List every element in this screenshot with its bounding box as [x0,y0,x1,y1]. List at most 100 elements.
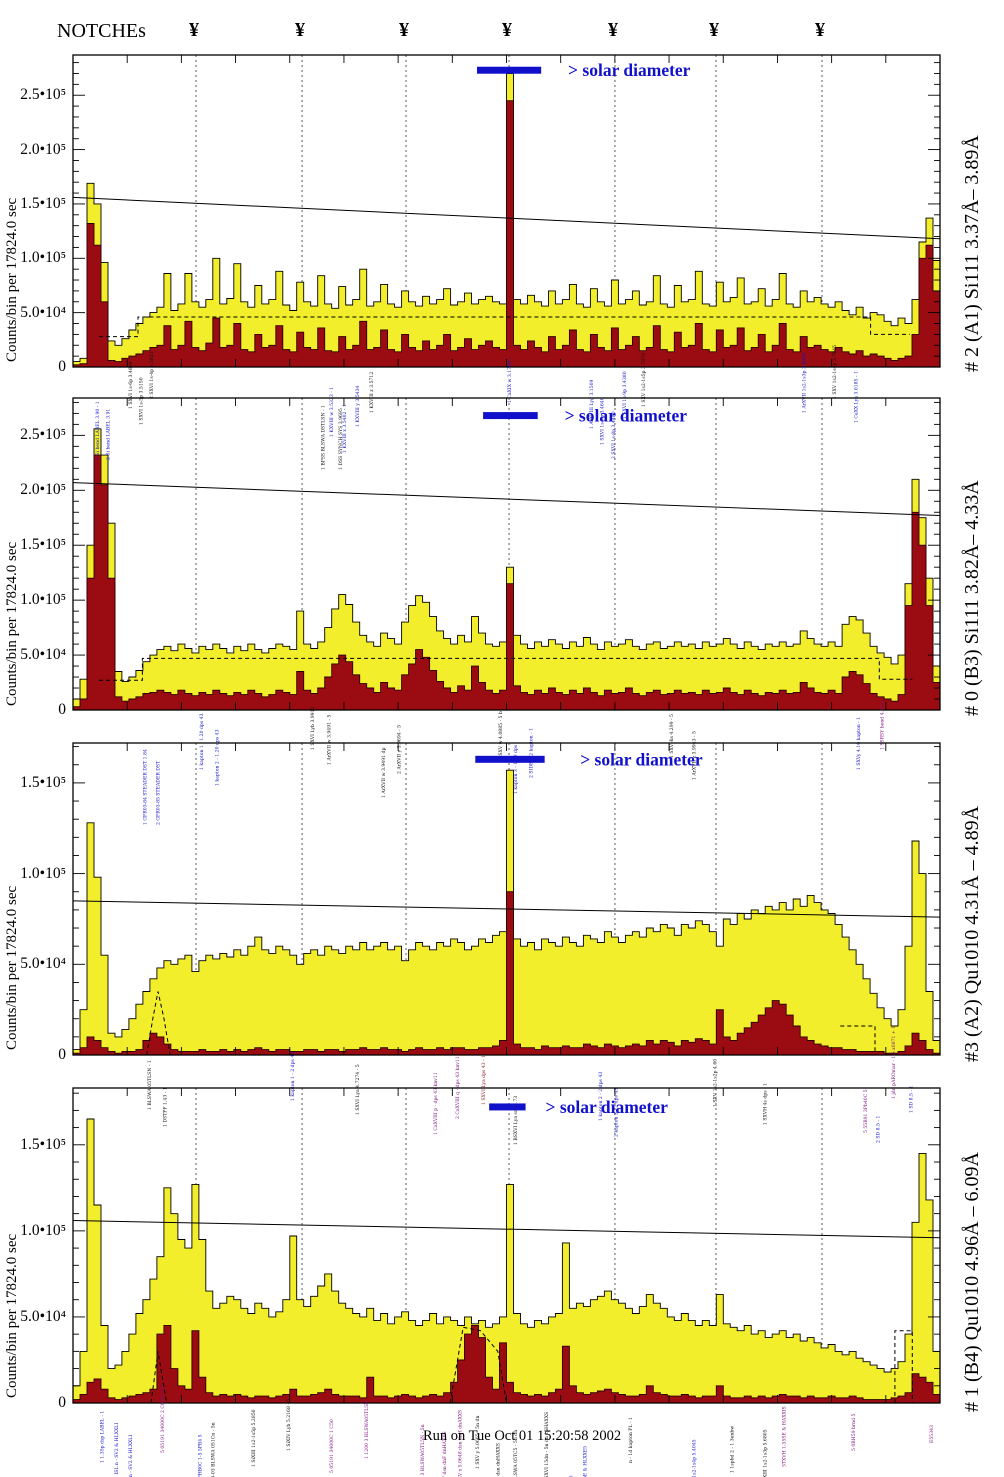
line-annotation: 1 jdn pAROmar - 1.5 x0871 + 1 [891,1026,897,1099]
line-annotation: 2 ArXVII y 3.9694 - 5 [397,725,403,774]
line-annotation: 1 SXVI Lya dps 43 - 1 [481,1055,487,1105]
line-annotation: 1 GFR03-84 STEADER DST 1.84 [143,749,149,825]
line-annotation: 1 SD 8.5 - 1 [908,1086,914,1113]
notch-yen-symbol: ¥ [815,19,825,41]
line-annotation: 1 KXVIII w 3.5323 - 1 [329,387,335,437]
panel-1-chart: > solar diameter 1 SXVI 1s-6p 3.4880 1 SXV… [72,54,941,459]
line-annotation: 1 CaXVIII p - dps 43 knv11 [433,1072,439,1135]
line-annotation: 1 CaXX Lya 3.0185 - 1 [854,371,860,423]
line-annotation: 1 SXV 1s2-1s4p 3.7845 [832,345,838,399]
line-annotation: 2 SXV x 5.0648 dsn dnH dnAXXS [457,1410,463,1477]
line-annotation: 1 Si bend LABEL 3.90 - 1 [95,401,101,460]
line-annotation: 1 ISL n - SV2 & HLXXE5 [568,1475,574,1477]
line-annotation: 1 SXVI Lyb 3.9912 [310,706,316,750]
line-annotation: 1 SiXIII 1s2-1s3p 5.6805 [763,1429,769,1477]
line-annotation: 1 SXV 1s2-1s5p 3.7870 [641,353,647,407]
line-annotation: 1 SXV 1s2-1s2p 4.60 [712,1059,718,1107]
panel-3-chart: > solar diameter 1 GFR03-84 STEADER DST 1… [72,742,941,1145]
y-tick-label: 1.5•10⁵ [20,536,66,554]
line-annotation: 1 ArXVII w 3.9491 - 5 [327,714,333,765]
solar-diameter-label: > solar diameter [580,749,703,769]
line-annotation: 2 SD 8.5 - 1 [875,1116,881,1143]
y-tick-label: 1.0•10⁵ [20,1221,66,1239]
line-annotation: 5 05191 34000C 1 C50 [329,1419,335,1473]
background-dashed-outline [99,316,910,338]
trend-line [72,900,941,918]
line-annotation: 1 SXVI 1s-7p 3.4640 [600,397,606,445]
line-annotation: 1 SXV z 5.1015 - 5n dsn dnHAXXS [496,1443,502,1477]
line-annotation: n - 1d kapton PL - 1 [628,1417,634,1463]
run-timestamp: Run on Tue Oct 01 15:20:58 2002 [423,1428,622,1444]
line-annotation: 5 05191 34000C 2 C0dF5 03 [160,1386,166,1453]
solar-diameter-label: > solar diameter [568,60,691,80]
panel-1-title: # 2 (A1) Si111 3.37Å– 3.89Å [961,135,983,372]
line-annotation: 4 0P05 3PHB0C 1-5 5PB4 5 [197,1434,203,1477]
solar-diameter-bar [489,1103,526,1111]
line-annotation: 1 SXVI 1s-5p 3.5150 [138,377,144,425]
line-annotation: 1 1200 3 BLSWA05TL5N - 5n [420,1424,426,1477]
line-annotation: 1 kapton 2 - 2 dps 43 [598,1072,604,1121]
line-annotation: 1 kapton 1 - 2 dps 43 [290,1052,296,1101]
line-annotation: 2 kapton 3 - 2 dps 43 [614,1088,620,1137]
line-annotation: 5 0BH59 brnd 5 [851,1414,857,1451]
notch-yen-symbol: ¥ [708,19,719,41]
line-annotation: 4151 ISL n - 15pE & HLXXE5 [582,1446,588,1477]
panel-2-title: # 0 (B3) Si111 3.82Å– 4.33Å [961,480,983,716]
line-annotation: 1 CaXIX w 3.1769 - [507,358,513,403]
line-annotation: 1 SXV w 4.0885 - 5 b [498,711,504,760]
line-annotation: 2 SXVI 1s-8p 3.4480 [611,411,617,459]
background-dashed-outline [894,1330,913,1403]
y-tick-label: 2.0•10⁵ [20,140,66,158]
y-tick-label: 0 [58,358,66,375]
line-annotation: 1 BSXVI Lya sat 4.73 [513,1096,519,1145]
y-tick-label: 5.0•10⁴ [20,1307,66,1325]
panel-3-title: #3 (A2) Qu1010 4.31Å – 4.89Å [961,805,983,1062]
line-annotation: 1 BPSS BLSWA DSTLSN - 1 [320,405,326,470]
line-annotation: 1 DDG 5 BLSWA 05TC5 - 5n dn [513,1430,519,1477]
line-annotation: 1 SXVI 1s-9p 3.4380 [622,371,628,419]
line-annotation: 1 ISL n - SV2 & HLXXLI [114,1423,120,1477]
panel-4-title: # 1 (B4) Qu1010 4.96Å – 6.09Å [961,1152,983,1412]
y-tick-label: 0 [58,701,66,718]
notch-yen-symbol: ¥ [399,19,409,41]
y-tick-label: 0 [58,1046,66,1063]
histogram-core-counts [72,454,941,711]
panel-2-chart: > solar diameter 1 Si bend LABEL 3.90 - 1… [72,397,941,798]
line-annotation: 1 SiXIV Lyb 5.2168 - 5 [286,1399,292,1451]
notch-yen-symbol: ¥ [607,19,618,41]
line-annotation: 1 ArXVIII Lyg 3.1509 [589,379,595,429]
line-annotation: 1 SXV y 5.0665 - 5n dn [475,1416,481,1469]
histogram-core-counts [72,1325,941,1404]
solar-diameter-label: > solar diameter [546,1097,669,1117]
panel-2-y-axis-label: Counts/bin per 17824.0 sec [4,541,20,706]
trend-line [72,1220,941,1239]
line-annotation: 5TXVH 1-35SE & HAXXIS [782,1406,788,1467]
line-annotation: 1 DSS SYNCH SYS 3.9695 [338,408,344,470]
solar-diameter-bar [477,66,542,74]
trend-line [72,196,941,240]
y-tick-label: 2.5•10⁵ [20,426,66,444]
line-annotation: 1 SXVI 1s-6p 3.4880 [128,361,134,409]
y-tick-label: 5.0•10⁴ [20,646,66,664]
notch-yen-symbol: ¥ [295,19,306,41]
line-annotation: 2 GFR03-85 STEADER DST [156,760,162,825]
line-annotation: 2 SXVI 1s-4p 3.5821 [149,351,155,399]
line-annotation: 1 ArXVII 1s2-1s3p 3.6850 [802,353,808,413]
y-tick-label: 1.0•10⁵ [20,249,66,267]
y-tick-label: 2.0•10⁵ [20,481,66,499]
background-dashed-outline [449,1326,507,1404]
histogram-core-counts [72,100,941,368]
line-annotation: 1 BLSWA 05TLSN - 1 [147,1060,153,1110]
line-annotation: 1 SSRSY bend 4.18 s [880,701,886,750]
line-annotation: 1 SXVI 15dn - 5n dn 15HAXXS [544,1412,550,1477]
panel-4-chart: > solar diameter 1 1.35p dsp LABEL - 1 1 I… [72,1087,941,1477]
line-annotation: 1 kapton 2 - 1.20 dps 43 [215,729,221,786]
line-annotation: 1 ArXVII w 3.9491 dp [381,748,387,798]
line-annotation: 1 KXVIII y 3.5434 [355,385,361,427]
y-tick-label: 2.5•10⁵ [20,86,66,104]
line-annotation: 1 1200 3 BLSWA05TL5N [364,1401,370,1459]
y-tick-label: 1.0•10⁵ [20,591,66,609]
line-annotation: 1 SXV w 5.0387 dsn dnF dnHAXXS [442,1431,448,1477]
solar-diameter-bar [475,755,545,763]
